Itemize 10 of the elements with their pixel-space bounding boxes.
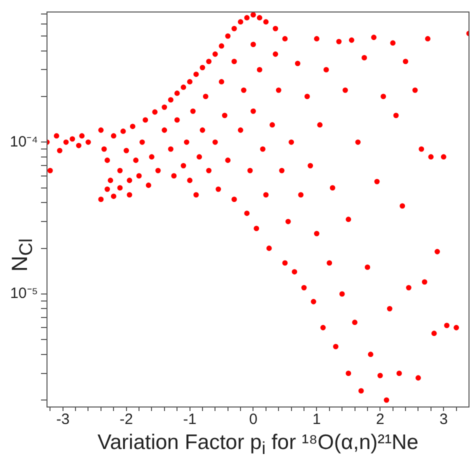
x-tick-label: 2 [376,411,384,428]
y-tick-label: 10⁻⁵ [10,285,38,302]
x-tick-label: 3 [439,411,448,428]
x-tick-label: -1 [183,411,196,428]
x-tick-label: 0 [249,411,258,428]
x-tick-label: -3 [56,411,70,428]
x-tick-label: 1 [312,411,321,428]
x-tick-label: -2 [120,411,133,428]
x-axis-title: Variation Factor p$_{i}$ for ¹⁸O(α,n)²¹Ne [96,431,420,459]
y-tick-label: 10⁻⁴ [10,133,38,150]
